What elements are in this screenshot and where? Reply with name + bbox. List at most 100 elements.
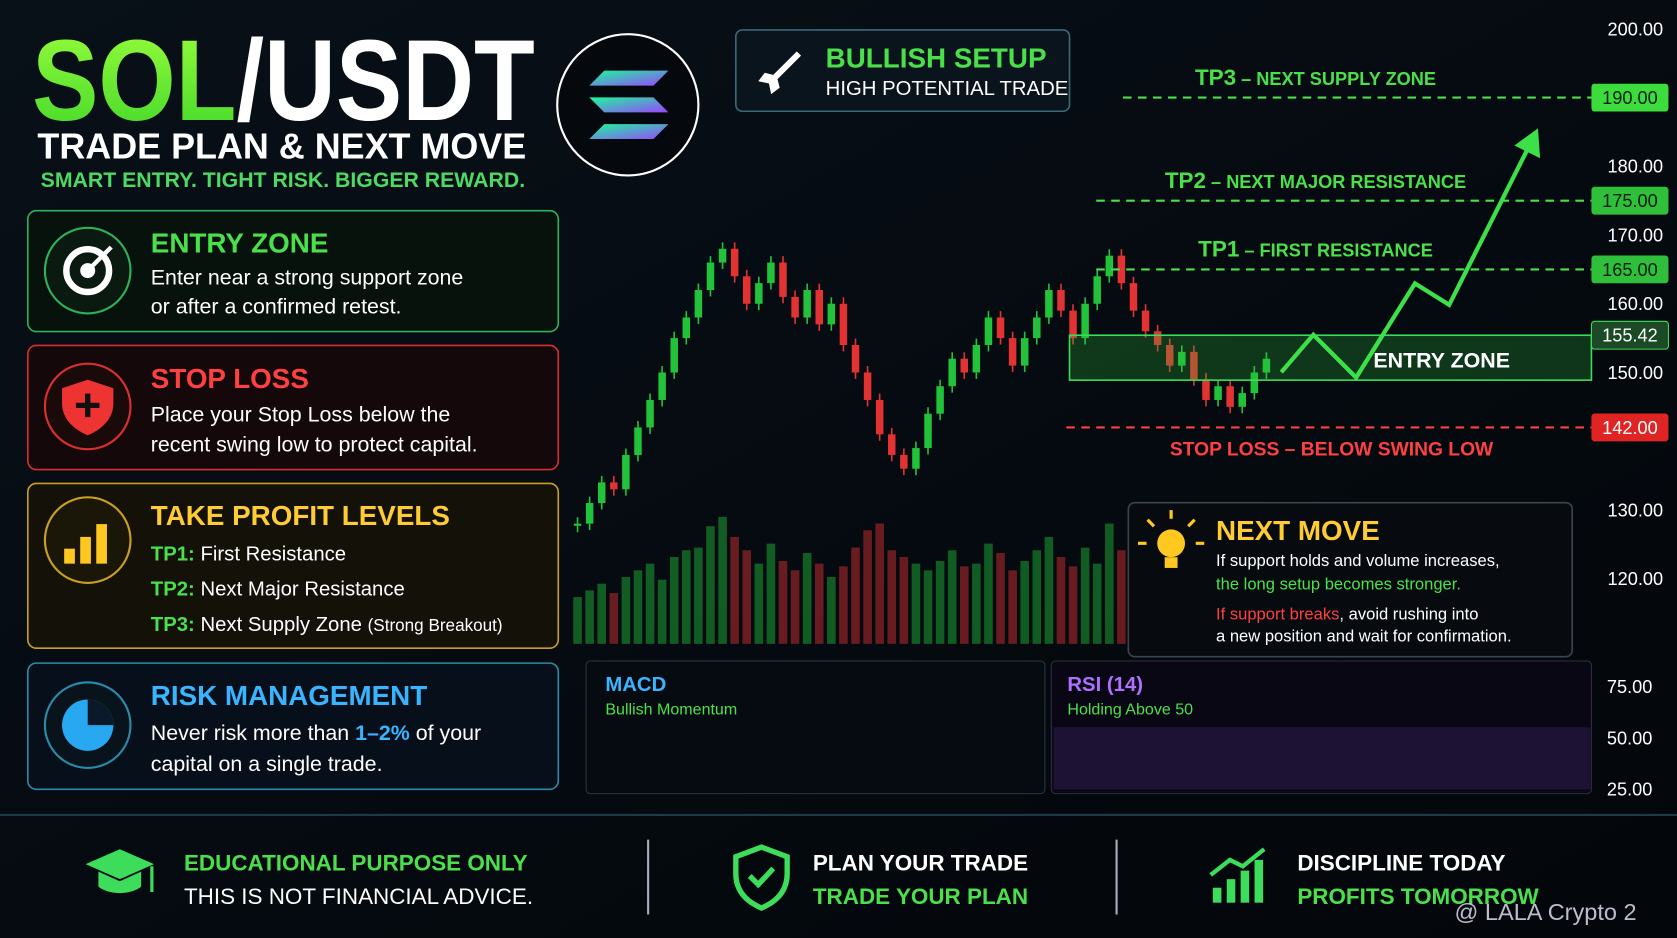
target-value: 175.00 — [1602, 191, 1658, 211]
footer-title: EDUCATIONAL PURPOSE ONLY — [184, 851, 528, 876]
volume-bar — [766, 543, 776, 644]
tp-text: Next Supply Zone — [195, 614, 368, 636]
solana-logo — [556, 33, 700, 177]
target-name: TP3 — [1195, 65, 1236, 90]
candle-body — [1117, 255, 1126, 284]
target-name: TP1 — [1198, 237, 1239, 262]
target-text: – FIRST RESISTANCE — [1239, 241, 1433, 261]
volume-bar — [996, 552, 1005, 644]
card-text: recent swing low to protect capital. — [151, 432, 478, 456]
next-move-text: If support holds and volume increases, — [1216, 551, 1500, 570]
rsi-title: RSI (14) — [1067, 674, 1143, 696]
volume-bar — [887, 550, 897, 644]
content: SOL/USDT TRADE PLAN & NEXT MOVE SMART EN… — [0, 16, 1677, 925]
candle-body — [742, 276, 751, 304]
macd-title: MACD — [605, 674, 666, 696]
next-move-text: the long setup becomes stronger. — [1216, 574, 1461, 593]
y-tick-label: 25.00 — [1607, 780, 1652, 800]
stop-label: STOP LOSS – BELOW SWING LOW — [1170, 439, 1494, 460]
volume-bar — [1056, 556, 1066, 644]
volume-bar — [972, 563, 981, 644]
footer: EDUCATIONAL PURPOSE ONLY THIS IS NOT FIN… — [85, 839, 1540, 915]
candle-body — [900, 454, 908, 469]
candle-body — [622, 454, 630, 490]
candle-body — [1020, 338, 1029, 366]
volume-bar — [1032, 550, 1042, 644]
card-title: STOP LOSS — [151, 363, 309, 394]
volume-bar — [657, 579, 667, 644]
y-tick-label: 130.00 — [1608, 500, 1664, 520]
tp-text: Next Major Resistance — [195, 579, 405, 601]
candle-body — [730, 248, 739, 277]
next-move-box: NEXT MOVE If support holds and volume in… — [1127, 501, 1573, 658]
target-text: – NEXT MAJOR RESISTANCE — [1206, 172, 1466, 192]
volume-bar — [718, 516, 727, 644]
card-title: TAKE PROFIT LEVELS — [151, 500, 450, 531]
target-label: TP3 – NEXT SUPPLY ZONE — [1195, 65, 1436, 90]
volume-bar — [899, 556, 909, 644]
candle-body — [1129, 283, 1138, 311]
volume-bar — [911, 563, 921, 644]
candle-body — [1238, 393, 1246, 407]
title: SOL/USDT — [32, 16, 535, 145]
candle-body — [960, 358, 969, 373]
footer-subtitle: THIS IS NOT FINANCIAL ADVICE. — [184, 884, 533, 909]
y-tick-label: 180.00 — [1608, 157, 1664, 177]
stop-badge — [1591, 413, 1669, 442]
next-move-warning: If support breaks — [1216, 604, 1339, 623]
volume-bar — [778, 560, 788, 644]
volume-bar — [621, 577, 631, 644]
candle-body — [851, 344, 860, 373]
candle-body — [658, 372, 666, 400]
tagline: SMART ENTRY. TIGHT RISK. BIGGER REWARD. — [41, 168, 525, 192]
candle-body — [936, 386, 944, 414]
volume-bar — [1008, 570, 1017, 644]
take-profit-card: TAKE PROFIT LEVELS TP1: First Resistance… — [27, 482, 560, 649]
volume-bar — [742, 550, 752, 644]
y-tick-label: 160.00 — [1608, 294, 1664, 314]
volume-bar — [827, 577, 836, 644]
candle-body — [912, 448, 920, 469]
candle-body — [1008, 338, 1017, 366]
footer-title: DISCIPLINE TODAY — [1297, 851, 1505, 876]
candle-body — [815, 290, 823, 325]
candle-body — [888, 434, 896, 455]
y-tick-label: 150.00 — [1608, 363, 1664, 383]
stop-card: STOP LOSS Place your Stop Loss below the… — [27, 344, 560, 471]
target-label: TP1 – FIRST RESISTANCE — [1198, 237, 1433, 262]
tp-item: TP1: First Resistance — [151, 543, 346, 565]
candle-body — [1141, 310, 1150, 332]
badge-title: BULLISH SETUP — [826, 42, 1047, 73]
candle-body — [972, 344, 981, 373]
candle-body — [1214, 386, 1222, 400]
risk-text: Never risk more than — [151, 721, 355, 745]
volume-bar — [694, 547, 703, 644]
volume-bar — [1080, 547, 1090, 644]
rsi-subtitle: Holding Above 50 — [1067, 700, 1193, 718]
stop-value: 142.00 — [1602, 418, 1658, 438]
volume-bar — [573, 597, 582, 644]
candle-body — [791, 296, 799, 318]
macd-panel: MACD Bullish Momentum — [585, 660, 1046, 795]
volume-bar — [585, 590, 594, 644]
entry-card: ENTRY ZONE Enter near a strong support z… — [27, 209, 560, 333]
y-tick-label: 75.00 — [1607, 677, 1652, 697]
volume-bar — [1020, 560, 1029, 644]
volume-bar — [863, 530, 872, 644]
volume-bar — [706, 526, 715, 644]
risk-card: RISK MANAGEMENT Never risk more than 1–2… — [27, 662, 560, 791]
candle-body — [803, 290, 811, 318]
candle-body — [1165, 344, 1174, 366]
candle-body — [694, 290, 703, 318]
target-badge — [1591, 83, 1669, 112]
card-title: ENTRY ZONE — [151, 227, 329, 258]
candle-body — [1250, 372, 1259, 394]
candle-body — [573, 523, 582, 526]
projection-path — [1279, 128, 1541, 381]
candle-body — [1178, 351, 1186, 366]
volume-bar — [935, 560, 945, 644]
volume-bar — [923, 570, 933, 644]
volume-bar — [1044, 536, 1054, 644]
target-label: TP2 – NEXT MAJOR RESISTANCE — [1165, 168, 1466, 193]
